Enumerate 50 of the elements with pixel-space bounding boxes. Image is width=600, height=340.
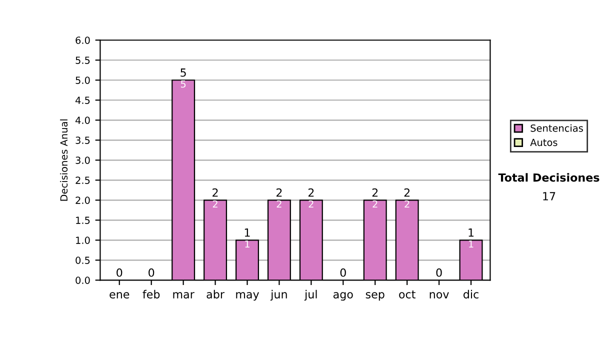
x-tick-label: sep [366,292,384,301]
total-label: 1 [468,228,474,237]
data-label: 2 [372,200,378,208]
y-tick-label: 3.5 [76,136,90,144]
y-tick-label: 6.0 [76,36,90,44]
data-label: 1 [245,240,250,248]
x-tick-label: nov [430,292,449,298]
y-tick-label: 4.5 [75,96,90,104]
y-tick-label: 1.5 [76,216,90,224]
total-label: 1 [244,228,250,237]
y-tick-label: 5.5 [76,56,90,64]
total-label: 0 [436,268,442,277]
total-label: 5 [180,68,186,77]
total-label: 0 [116,268,122,277]
total-label: 2 [372,188,378,197]
x-tick-label: dic [464,290,478,298]
x-tick-label: ago [333,292,353,301]
total-label: 0 [340,268,346,277]
y-axis-title: Decisiones Anual [60,119,68,201]
y-tick-label: 2.0 [76,196,90,204]
total-label: 2 [276,188,282,197]
y-tick-label: 5.0 [76,76,90,84]
x-tick-label: abr [206,290,224,298]
legend-label: Sentencias [530,124,583,132]
total-label: 2 [404,188,410,197]
total-label: 2 [212,188,218,197]
y-tick-label: 3.0 [76,156,90,164]
legend-label: Autos [530,138,558,146]
x-tick-label: feb [142,290,160,298]
y-tick-label: 0.0 [76,276,90,284]
total-label: 2 [308,188,314,197]
y-tick-label: 0.5 [76,256,90,264]
x-tick-label: jun [270,290,287,301]
total-label: 0 [148,268,154,277]
y-tick-label: 4.0 [75,116,90,124]
data-label: 2 [404,200,410,208]
text: Total Decisiones [498,173,600,182]
x-tick-label: jul [304,290,317,301]
x-tick-label: may [236,292,260,301]
data-label: 2 [276,200,282,208]
data-label: 1 [468,240,474,248]
x-tick-label: mar [173,292,194,298]
data-label: 5 [180,80,186,88]
text: 17 [543,192,556,200]
data-label: 2 [308,200,314,208]
y-tick-label: 1.0 [76,236,90,244]
data-label: 2 [212,200,218,208]
x-tick-label: ene [110,292,130,298]
x-tick-label: oct [399,290,416,298]
y-tick-label: 2.5 [76,176,90,184]
